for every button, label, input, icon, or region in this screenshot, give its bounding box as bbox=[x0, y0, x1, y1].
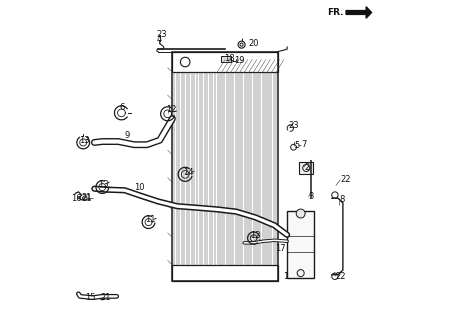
Text: 12: 12 bbox=[166, 105, 176, 114]
Text: 9: 9 bbox=[125, 131, 130, 140]
Text: 5: 5 bbox=[294, 141, 300, 150]
Text: 10: 10 bbox=[134, 183, 145, 192]
Text: 17: 17 bbox=[275, 244, 286, 253]
Text: 11: 11 bbox=[145, 215, 156, 224]
Text: 23: 23 bbox=[288, 121, 299, 130]
Text: 21: 21 bbox=[81, 194, 91, 204]
Bar bbox=[287, 211, 314, 278]
Bar bbox=[221, 56, 231, 62]
Text: 3: 3 bbox=[309, 192, 314, 201]
Bar bbox=[172, 265, 278, 281]
Text: 22: 22 bbox=[340, 175, 351, 184]
Polygon shape bbox=[346, 7, 372, 18]
Text: 2: 2 bbox=[304, 163, 309, 172]
Text: 15: 15 bbox=[85, 293, 95, 302]
Text: 20: 20 bbox=[248, 39, 258, 48]
Text: 16: 16 bbox=[71, 194, 81, 204]
Text: 21: 21 bbox=[81, 193, 91, 202]
Text: 23: 23 bbox=[157, 30, 167, 39]
Text: 12: 12 bbox=[250, 231, 261, 240]
Text: 19: 19 bbox=[234, 56, 244, 65]
Text: 14: 14 bbox=[183, 168, 194, 177]
Text: 7: 7 bbox=[301, 140, 306, 149]
Text: 13: 13 bbox=[99, 180, 109, 189]
Text: 4: 4 bbox=[157, 36, 162, 44]
Bar bbox=[299, 162, 313, 174]
Text: 18: 18 bbox=[225, 54, 235, 63]
Text: 13: 13 bbox=[79, 136, 90, 145]
Text: 1: 1 bbox=[283, 272, 288, 281]
Bar bbox=[172, 52, 278, 281]
Text: 8: 8 bbox=[339, 195, 344, 204]
Text: 22: 22 bbox=[336, 272, 346, 281]
Text: FR.: FR. bbox=[327, 8, 344, 17]
Text: 21: 21 bbox=[100, 293, 111, 302]
Bar bbox=[172, 52, 278, 72]
Text: 6: 6 bbox=[119, 103, 125, 112]
Circle shape bbox=[296, 209, 305, 218]
